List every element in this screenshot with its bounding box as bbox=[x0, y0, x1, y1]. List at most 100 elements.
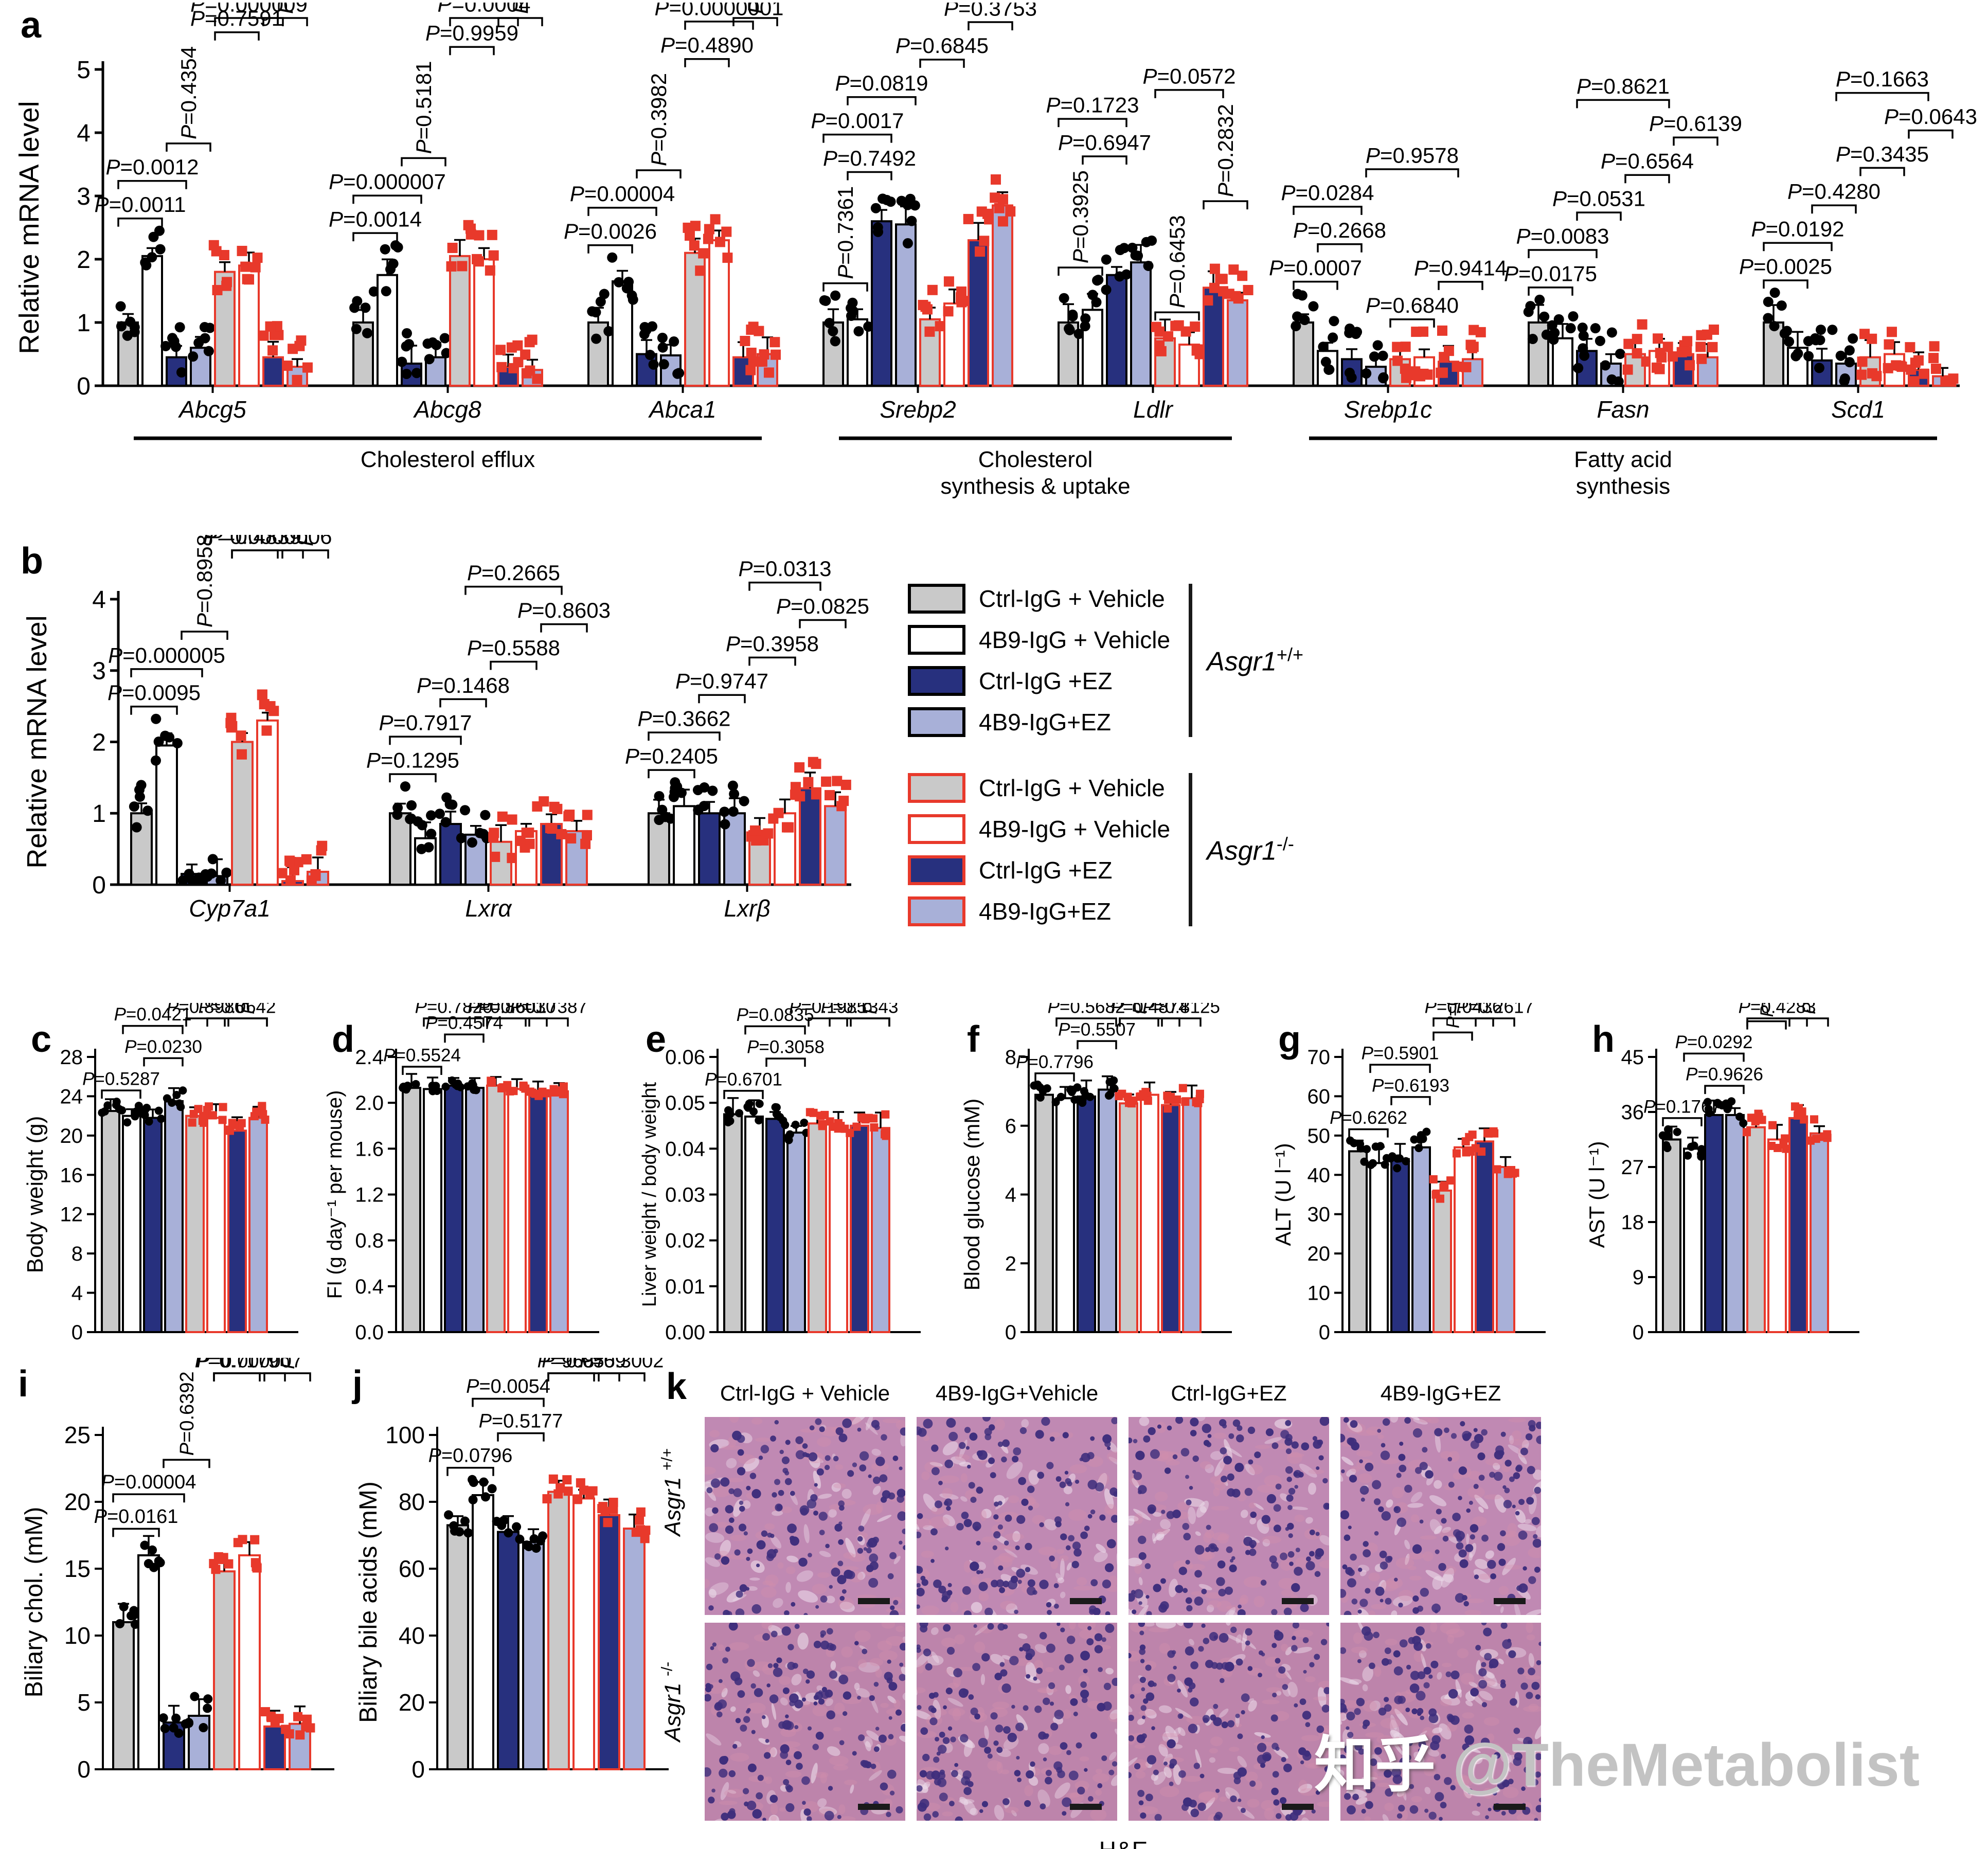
data-point bbox=[547, 823, 558, 834]
data-point bbox=[1393, 1164, 1402, 1173]
y-tick-label: 1.2 bbox=[355, 1184, 384, 1207]
data-point bbox=[140, 1540, 150, 1550]
data-point bbox=[1663, 1144, 1672, 1153]
data-point bbox=[295, 1730, 305, 1740]
data-point bbox=[302, 1714, 312, 1724]
data-point bbox=[188, 1118, 196, 1127]
data-point bbox=[1233, 293, 1244, 304]
significance-bracket bbox=[101, 1089, 141, 1099]
bar bbox=[1788, 1117, 1808, 1333]
data-point bbox=[1436, 367, 1446, 378]
legend-block-wt: Ctrl-IgG + Vehicle 4B9-IgG + Vehicle Ctrl-… bbox=[908, 584, 1396, 737]
data-point bbox=[140, 257, 151, 268]
bar bbox=[708, 239, 730, 387]
data-point bbox=[1291, 321, 1301, 332]
significance-bracket bbox=[748, 581, 821, 591]
data-point bbox=[496, 362, 507, 372]
p-value: P=0.0825 bbox=[776, 594, 869, 618]
data-point bbox=[118, 1106, 127, 1115]
data-point bbox=[824, 790, 835, 801]
data-point bbox=[1224, 289, 1234, 299]
legend-genotype-wt: Asgr1+/+ bbox=[1207, 644, 1303, 677]
data-point bbox=[803, 777, 814, 787]
y-tick-label: 0 bbox=[71, 1321, 83, 1344]
bar bbox=[992, 204, 1013, 387]
data-point bbox=[463, 1528, 473, 1538]
bar bbox=[256, 719, 279, 886]
y-tick-label: 0.02 bbox=[665, 1230, 705, 1252]
data-point bbox=[1243, 284, 1253, 295]
y-tick-label: 0.04 bbox=[665, 1138, 705, 1160]
data-point bbox=[1086, 1092, 1095, 1101]
data-point bbox=[726, 1110, 735, 1119]
data-point bbox=[745, 1099, 754, 1108]
p-value: P=0.7492 bbox=[823, 146, 916, 170]
bar bbox=[449, 255, 471, 387]
data-point bbox=[714, 237, 725, 247]
data-point bbox=[474, 230, 485, 241]
panel-k: k Ctrl-IgG + Vehicle 4B9-IgG+Vehicle Ctr… bbox=[659, 1358, 1582, 1849]
data-point bbox=[698, 248, 709, 259]
data-point bbox=[380, 244, 390, 255]
data-point bbox=[1078, 1095, 1087, 1104]
data-point bbox=[447, 799, 458, 810]
data-point bbox=[463, 220, 474, 230]
bar bbox=[1725, 1114, 1745, 1333]
data-point bbox=[531, 1089, 540, 1098]
data-point bbox=[1578, 330, 1589, 341]
data-point bbox=[527, 334, 538, 345]
data-point bbox=[1066, 1085, 1075, 1094]
data-point bbox=[172, 738, 183, 748]
data-point bbox=[770, 349, 781, 360]
data-point bbox=[467, 837, 477, 848]
legend-item-label: Ctrl-IgG +EZ bbox=[979, 857, 1113, 884]
data-point bbox=[848, 306, 858, 316]
bar bbox=[829, 1127, 848, 1333]
legend-item: Ctrl-IgG + Vehicle bbox=[908, 584, 1170, 614]
data-point bbox=[1810, 1115, 1819, 1124]
data-point bbox=[1779, 1140, 1788, 1149]
legend-swatch-icon bbox=[908, 773, 965, 803]
p-value: P=0.0559 bbox=[542, 1358, 626, 1372]
data-point bbox=[749, 1107, 758, 1116]
p-value: P=0.0819 bbox=[835, 71, 928, 95]
data-point bbox=[317, 840, 328, 851]
y-tick-label: 12 bbox=[60, 1204, 83, 1226]
data-point bbox=[532, 373, 543, 384]
data-point bbox=[450, 1526, 460, 1536]
p-value: P=0.6193 bbox=[1372, 1075, 1449, 1096]
data-point bbox=[515, 1534, 525, 1544]
data-point bbox=[1400, 342, 1411, 352]
significance-bracket bbox=[166, 142, 211, 152]
data-point bbox=[489, 828, 499, 838]
p-value: P=0.0572 bbox=[1142, 64, 1235, 88]
data-point bbox=[1632, 348, 1642, 358]
data-point bbox=[819, 295, 830, 306]
data-point bbox=[154, 225, 165, 236]
bar bbox=[213, 1570, 236, 1770]
legend-item-label: Ctrl-IgG +EZ bbox=[979, 668, 1113, 694]
bar bbox=[636, 353, 657, 387]
data-point bbox=[199, 1723, 208, 1733]
data-point bbox=[288, 344, 298, 354]
panel-j-plot: 0 20 40 60 80 100 Biliary bile acids (mM) P=0.0… bbox=[355, 1351, 669, 1783]
p-value: P=0.8621 bbox=[1577, 74, 1670, 98]
column-header: Ctrl-IgG + Vehicle bbox=[720, 1381, 890, 1405]
data-point bbox=[784, 1136, 793, 1144]
data-point bbox=[1682, 336, 1693, 347]
data-point bbox=[115, 301, 126, 312]
bar bbox=[227, 1129, 247, 1334]
data-point bbox=[411, 368, 422, 379]
significance-bracket bbox=[1746, 1020, 1787, 1030]
data-point bbox=[657, 804, 668, 815]
significance-bracket bbox=[1154, 311, 1200, 321]
data-point bbox=[273, 330, 284, 340]
y-tick-label: 60 bbox=[1308, 1085, 1331, 1108]
data-point bbox=[794, 762, 805, 773]
data-point bbox=[821, 776, 832, 787]
group-label: Lxrα bbox=[465, 895, 512, 922]
data-point bbox=[531, 1543, 541, 1553]
data-point bbox=[805, 1108, 814, 1117]
data-point bbox=[1859, 329, 1870, 339]
data-point bbox=[208, 1111, 217, 1120]
